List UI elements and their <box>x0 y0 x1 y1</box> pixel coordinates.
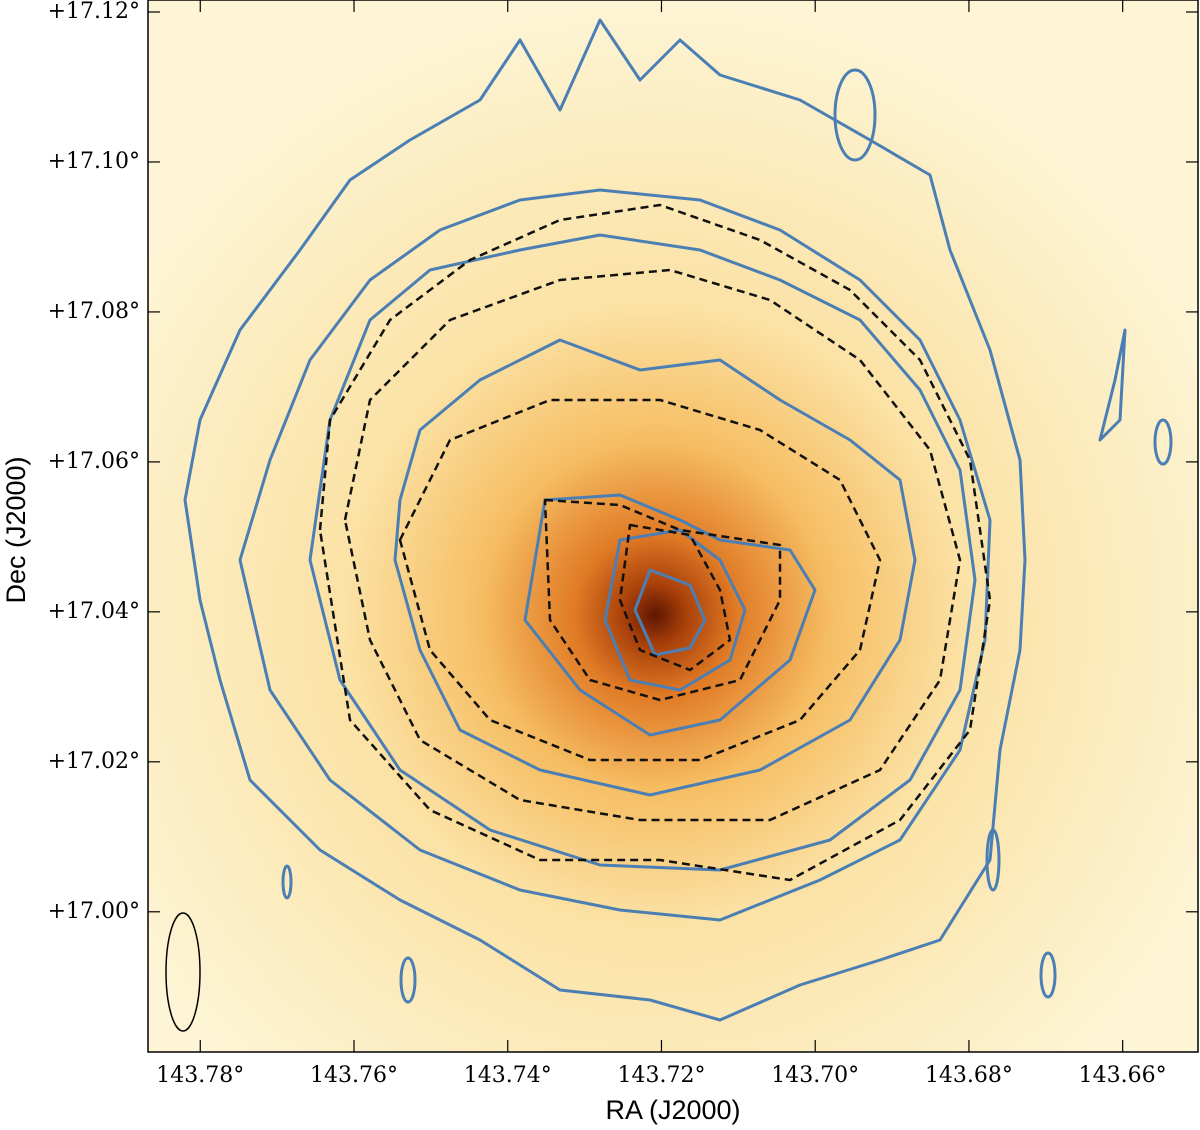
x-tick-label: 143.72° <box>617 1063 705 1088</box>
y-tick-label: +17.00° <box>48 899 140 924</box>
contour <box>633 568 707 657</box>
contour <box>618 523 732 672</box>
x-tick-label: 143.78° <box>156 1063 244 1088</box>
beam-ellipse <box>165 912 201 1032</box>
x-tick-label: 143.70° <box>771 1063 859 1088</box>
y-tick-label: +17.02° <box>48 749 140 774</box>
contour <box>1098 328 1127 442</box>
x-tick-label: 143.68° <box>925 1063 1013 1088</box>
x-axis-label: RA (J2000) <box>605 1095 740 1125</box>
contour <box>543 498 782 702</box>
contour <box>183 18 1027 1022</box>
contour <box>318 203 992 882</box>
y-tick-label: +17.08° <box>48 299 140 324</box>
contour <box>281 864 293 900</box>
contour <box>1039 951 1057 999</box>
x-tick-label: 143.74° <box>464 1063 552 1088</box>
contour <box>398 398 882 762</box>
y-tick-label: +17.10° <box>48 149 140 174</box>
y-tick-label: +17.04° <box>48 599 140 624</box>
contour <box>238 188 992 922</box>
image-area <box>148 0 1198 1052</box>
dashed-contours <box>318 203 992 882</box>
y-tick-label: +17.12° <box>48 0 140 24</box>
contour <box>1153 418 1173 466</box>
plot-frame <box>147 0 1199 1053</box>
contour <box>833 68 877 162</box>
contour <box>308 233 977 872</box>
contour <box>985 828 1001 892</box>
y-axis-label: Dec (J2000) <box>1 456 31 603</box>
y-tick-label: +17.06° <box>48 449 140 474</box>
x-tick-label: 143.66° <box>1079 1063 1167 1088</box>
x-tick-label: 143.76° <box>310 1063 398 1088</box>
contour <box>343 268 962 822</box>
contour <box>399 956 417 1004</box>
contour <box>393 338 917 797</box>
solid-contours <box>183 18 1173 1022</box>
contour <box>523 493 817 737</box>
